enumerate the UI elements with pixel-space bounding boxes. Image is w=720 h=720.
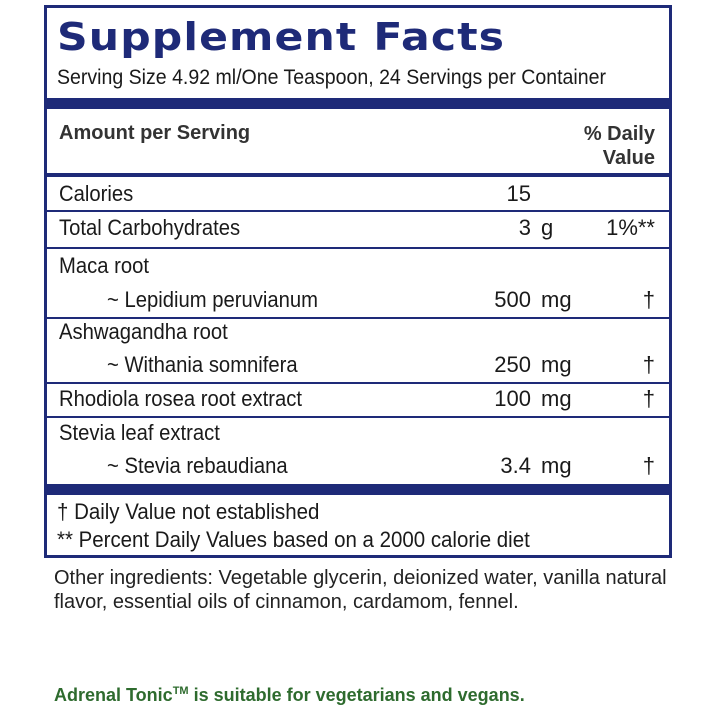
footnote-dagger: † Daily Value not established xyxy=(57,499,320,524)
ingredient-daily-value: † xyxy=(642,386,655,411)
ingredient-row-stevia: Stevia leaf extract xyxy=(47,417,669,449)
daily-value-header: % Daily Value xyxy=(584,122,655,170)
row-divider xyxy=(47,210,669,212)
ingredient-botanical-name: ~ Lepidium peruvianum xyxy=(107,287,318,312)
thick-divider-bottom xyxy=(47,484,669,495)
ingredient-unit: mg xyxy=(541,453,572,478)
serving-size: Serving Size 4.92 ml/One Teaspoon, 24 Se… xyxy=(57,66,606,89)
ingredient-daily-value: † xyxy=(642,352,655,377)
ingredient-daily-value: † xyxy=(642,287,655,312)
suitability-text: is suitable for vegetarians and vegans. xyxy=(188,685,525,705)
ingredient-daily-value: † xyxy=(642,453,655,478)
row-divider xyxy=(47,247,669,249)
nutrient-row-total-carbohydrates: Total Carbohydrates 3 g 1%** xyxy=(47,212,669,244)
nutrient-row-calories: Calories 15 xyxy=(47,178,669,210)
other-ingredients: Other ingredients: Vegetable glycerin, d… xyxy=(54,567,667,613)
row-divider xyxy=(47,382,669,384)
ingredient-botanical-name: ~ Stevia rebaudiana xyxy=(107,453,288,478)
supplement-facts-panel: Supplement Facts Serving Size 4.92 ml/On… xyxy=(44,5,672,558)
ingredient-amount: 250 xyxy=(494,352,531,377)
daily-value-header-line1: % Daily xyxy=(583,123,655,145)
nutrient-amount: 3 xyxy=(518,215,531,240)
brand-name: Adrenal Tonic xyxy=(54,685,173,705)
ingredient-name: Stevia leaf extract xyxy=(59,420,220,445)
nutrient-name: Total Carbohydrates xyxy=(59,215,241,240)
row-divider xyxy=(47,416,669,418)
nutrient-name: Calories xyxy=(59,181,134,206)
trademark-mark: TM xyxy=(172,685,189,697)
header-divider xyxy=(47,173,669,177)
thick-divider xyxy=(47,98,669,109)
ingredient-row-maca: Maca root xyxy=(47,250,669,282)
ingredient-unit: mg xyxy=(541,352,572,377)
ingredient-subrow-maca: ~ Lepidium peruvianum 500 mg † xyxy=(47,284,669,316)
daily-value-header-line2: Value xyxy=(602,147,655,169)
ingredient-subrow-ashwagandha: ~ Withania somnifera 250 mg † xyxy=(47,349,669,381)
ingredient-unit: mg xyxy=(541,287,572,312)
row-divider xyxy=(47,317,669,319)
footnote-daily-values: ** Percent Daily Values based on a 2000 … xyxy=(57,527,530,552)
nutrient-amount: 15 xyxy=(506,181,531,206)
ingredient-amount: 100 xyxy=(494,386,531,411)
ingredient-botanical-name: ~ Withania somnifera xyxy=(107,352,298,377)
ingredient-subrow-stevia: ~ Stevia rebaudiana 3.4 mg † xyxy=(47,450,669,482)
ingredient-row-rhodiola: Rhodiola rosea root extract 100 mg † xyxy=(47,383,669,415)
nutrient-daily-value: 1%** xyxy=(606,215,655,240)
nutrient-unit: g xyxy=(541,215,554,240)
panel-title: Supplement Facts xyxy=(57,15,506,59)
ingredient-amount: 500 xyxy=(494,287,531,312)
ingredient-row-ashwagandha: Ashwagandha root xyxy=(47,316,669,348)
ingredient-name: Rhodiola rosea root extract xyxy=(59,386,303,411)
ingredient-unit: mg xyxy=(541,386,572,411)
ingredient-name: Ashwagandha root xyxy=(59,319,228,344)
amount-per-serving-header: Amount per Serving xyxy=(59,122,251,144)
ingredient-amount: 3.4 xyxy=(500,453,531,478)
suitability-statement: Adrenal TonicTM is suitable for vegetari… xyxy=(54,685,525,706)
ingredient-name: Maca root xyxy=(59,253,150,278)
